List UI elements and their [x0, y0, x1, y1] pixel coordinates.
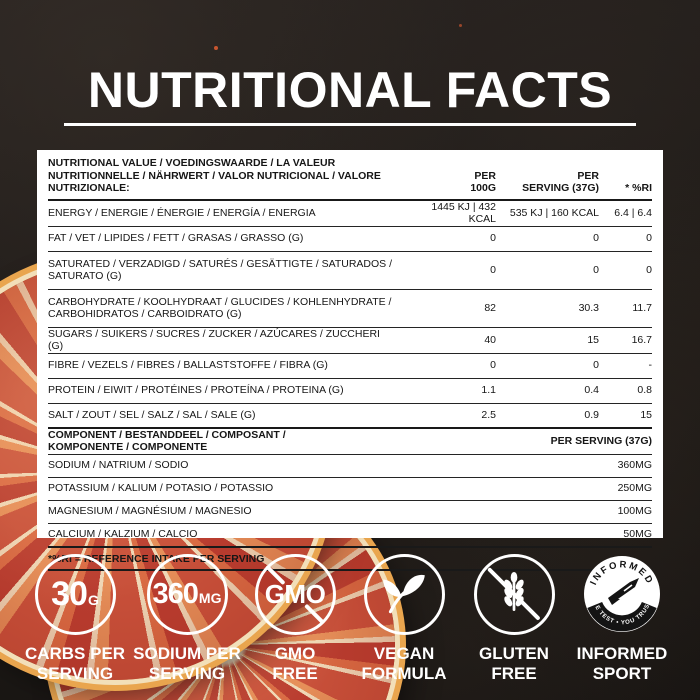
orange-speck [459, 24, 462, 27]
row-label: FIBRE / VEZELS / FIBRES / BALLASTSTOFFE … [48, 359, 328, 372]
badge-label: INFORMED SPORT [576, 644, 668, 683]
badge-sodium-per-serving: 360 MG SODIUM PER SERVING [127, 552, 247, 683]
informed-sport-seal-icon: INFORMED WE TEST • YOU TRUST [584, 556, 660, 632]
value-ri: 16.7 [631, 333, 652, 346]
gmo-slash-icon: GMO [254, 553, 336, 635]
leaf-icon [363, 553, 445, 635]
badge-gmo-free: GMO GMO FREE [235, 552, 355, 683]
gmo-text: GMO [264, 578, 326, 609]
value-ri: - [648, 359, 653, 372]
badge-label: GLUTEN FREE [479, 644, 549, 683]
value-per-serving: 0 [593, 232, 599, 245]
value-per-100g: 1445 KJ | 432 KCAL [431, 200, 496, 226]
page-title: NUTRITIONAL FACTS [87, 62, 613, 118]
value-per-serving: 535 KJ | 160 KCAL [509, 206, 599, 219]
row-label: SODIUM / NATRIUM / SODIO [48, 459, 189, 472]
component-row: CALCIUM / KALZIUM / CALCIO 50MG [48, 524, 652, 546]
value-per-serving: 0 [593, 263, 599, 276]
badge-gluten-free: GLUTEN FREE [454, 552, 574, 683]
value-per-serving: 30.3 [578, 301, 599, 314]
badge-row: 30 G CARBS PER SERVING 360 MG SODIUM PER S… [0, 552, 700, 697]
table-row: FAT / VET / LIPIDES / FETT / GRASAS / GR… [48, 227, 652, 252]
value-per-100g: 2.5 [481, 408, 496, 421]
badge-informed-sport: INFORMED WE TEST • YOU TRUST INFORMED SP… [562, 552, 682, 683]
row-label: MAGNESIUM / MAGNÉSIUM / MAGNESIO [48, 505, 252, 518]
table-row: PROTEIN / EIWIT / PROTÉINES / PROTEÍNA /… [48, 379, 652, 404]
sodium-unit: MG [198, 589, 222, 606]
col-header-ri: * %RI [625, 182, 652, 194]
table-row: SUGARS / SUIKERS / SUCRES / ZUCKER / AZÚ… [48, 328, 652, 354]
value-per-100g: 0 [490, 263, 496, 276]
table-header-label: NUTRITIONAL VALUE / VOEDINGSWAARDE / LA … [48, 157, 381, 194]
sodium-value: 360 [152, 577, 199, 610]
component-header-label: COMPONENT / BESTANDDEEL / COMPOSANT / KO… [48, 428, 286, 454]
component-col-header: PER SERVING (37G) [550, 434, 652, 447]
value-per-100g: 0 [490, 232, 496, 245]
dart-glyph [608, 578, 639, 605]
carbs-unit: G [87, 591, 99, 608]
value-per-serving: 0 [593, 359, 599, 372]
table-row: SATURATED / VERZADIGD / SATURÉS / GESÄTT… [48, 252, 652, 290]
title-block: NUTRITIONAL FACTS [0, 64, 700, 126]
carbs-circle-icon: 30 G [34, 553, 116, 635]
value-per-serving: 0.4 [584, 384, 599, 397]
row-label: CALCIUM / KALZIUM / CALCIO [48, 528, 198, 541]
row-label: SUGARS / SUIKERS / SUCRES / ZUCKER / AZÚ… [48, 327, 380, 353]
value-ri: 0.8 [637, 384, 652, 397]
table-header-row: NUTRITIONAL VALUE / VOEDINGSWAARDE / LA … [48, 150, 652, 201]
component-row: MAGNESIUM / MAGNÉSIUM / MAGNESIO 100MG [48, 501, 652, 524]
value-ri: 11.7 [632, 301, 652, 314]
table-row: CARBOHYDRATE / KOOLHYDRAAT / GLUCIDES / … [48, 290, 652, 328]
value-ri: 15 [640, 408, 652, 421]
row-label: SALT / ZOUT / SEL / SALZ / SAL / SALE (G… [48, 408, 256, 421]
value-per-100g: 40 [484, 333, 496, 346]
component-value: 250MG [617, 482, 652, 495]
orange-speck [214, 46, 218, 50]
sodium-circle-icon: 360 MG [146, 553, 228, 635]
component-row: POTASSIUM / KALIUM / POTASIO / POTASSIO … [48, 478, 652, 501]
value-ri: 6.4 | 6.4 [614, 206, 652, 219]
col-header-per-serving: PER SERVING (37G) [522, 169, 599, 195]
row-label: ENERGY / ENERGIE / ÉNERGIE / ENERGÍA / E… [48, 206, 316, 219]
value-per-100g: 1.1 [481, 384, 496, 397]
badge-vegan-formula: VEGAN FORMULA [344, 552, 464, 683]
badge-label: CARBS PER SERVING [24, 644, 126, 683]
component-value: 50MG [623, 528, 652, 541]
component-value: 100MG [617, 505, 652, 518]
row-label: CARBOHYDRATE / KOOLHYDRAAT / GLUCIDES / … [48, 295, 392, 321]
leaf-glyph [383, 574, 425, 614]
component-row: SODIUM / NATRIUM / SODIO 360MG [48, 455, 652, 478]
row-label: FAT / VET / LIPIDES / FETT / GRASAS / GR… [48, 232, 304, 245]
table-row: FIBRE / VEZELS / FIBRES / BALLASTSTOFFE … [48, 354, 652, 379]
table-row: ENERGY / ENERGIE / ÉNERGIE / ENERGÍA / E… [48, 201, 652, 227]
wheat-slash-icon [473, 553, 555, 635]
col-header-per-100g: PER 100G [470, 169, 496, 195]
badge-label: GMO FREE [272, 644, 318, 683]
value-ri: 0 [646, 232, 652, 245]
component-header-row: COMPONENT / BESTANDDEEL / COMPOSANT / KO… [48, 429, 652, 455]
row-label: PROTEIN / EIWIT / PROTÉINES / PROTEÍNA /… [48, 384, 344, 397]
table-row: SALT / ZOUT / SEL / SALZ / SAL / SALE (G… [48, 404, 652, 429]
badge-label: VEGAN FORMULA [361, 644, 447, 683]
value-per-serving: 15 [587, 333, 599, 346]
value-ri: 0 [646, 263, 652, 276]
nutrition-panel: NUTRITIONAL VALUE / VOEDINGSWAARDE / LA … [37, 150, 663, 571]
badge-label: SODIUM PER SERVING [133, 644, 241, 683]
value-per-serving: 0.9 [584, 408, 599, 421]
badge-carbs-per-serving: 30 G CARBS PER SERVING [15, 552, 135, 683]
row-label: POTASSIUM / KALIUM / POTASIO / POTASSIO [48, 482, 274, 495]
component-value: 360MG [617, 459, 652, 472]
value-per-100g: 82 [484, 301, 496, 314]
value-per-100g: 0 [490, 359, 496, 372]
title-underline [64, 123, 636, 126]
row-label: SATURATED / VERZADIGD / SATURÉS / GESÄTT… [48, 257, 393, 283]
carbs-value: 30 [51, 574, 88, 613]
